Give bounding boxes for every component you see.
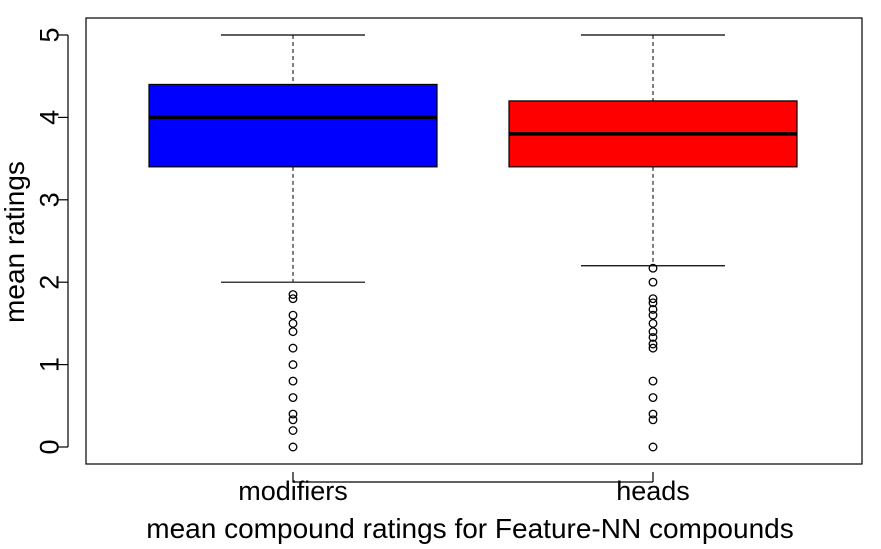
y-tick-label: 3 — [34, 192, 64, 207]
outlier-point — [648, 263, 658, 273]
outlier-point — [648, 277, 658, 287]
outlier-point — [648, 343, 658, 353]
outlier-point — [288, 393, 298, 403]
outlier-point — [288, 310, 298, 320]
outlier-point — [648, 310, 658, 320]
outlier-point — [288, 376, 298, 386]
outlier-point — [288, 409, 298, 419]
outlier-point — [288, 442, 298, 452]
outlier-point — [288, 294, 298, 304]
outlier-point — [648, 294, 658, 304]
outlier-point — [648, 318, 658, 328]
box-heads — [508, 34, 798, 452]
outlier-point — [288, 290, 298, 300]
outlier-point — [288, 426, 298, 435]
outlier-point — [648, 376, 658, 386]
outlier-point — [648, 339, 658, 349]
iqr-box — [148, 83, 438, 168]
outlier-point — [288, 360, 298, 370]
x-tick-label: heads — [616, 476, 690, 506]
outlier-point — [648, 304, 658, 314]
outlier-point — [648, 332, 658, 342]
x-axis-label: mean compound ratings for Feature-NN com… — [146, 513, 793, 544]
x-tick-label: modifiers — [238, 476, 348, 506]
y-tick-label: 1 — [34, 357, 64, 372]
y-axis-label: mean ratings — [0, 161, 30, 323]
outlier-point — [648, 393, 658, 403]
y-tick-label: 0 — [34, 439, 64, 454]
plot-frame — [85, 17, 863, 465]
y-tick-label: 4 — [34, 110, 64, 125]
x-axis: modifiers heads — [238, 472, 690, 506]
outlier-point — [648, 415, 658, 425]
outlier-point — [648, 298, 658, 308]
y-tick-label: 2 — [34, 275, 64, 290]
boxes — [148, 34, 798, 452]
outlier-point — [288, 327, 298, 337]
outlier-point — [288, 343, 298, 353]
outlier-point — [648, 409, 658, 419]
outlier-point — [288, 415, 298, 425]
outlier-point — [288, 318, 298, 328]
y-tick-label: 5 — [34, 27, 64, 42]
outlier-point — [648, 442, 658, 452]
outlier-point — [648, 327, 658, 337]
y-axis: 0 1 2 3 4 5 — [34, 27, 69, 455]
box-modifiers — [148, 34, 438, 452]
